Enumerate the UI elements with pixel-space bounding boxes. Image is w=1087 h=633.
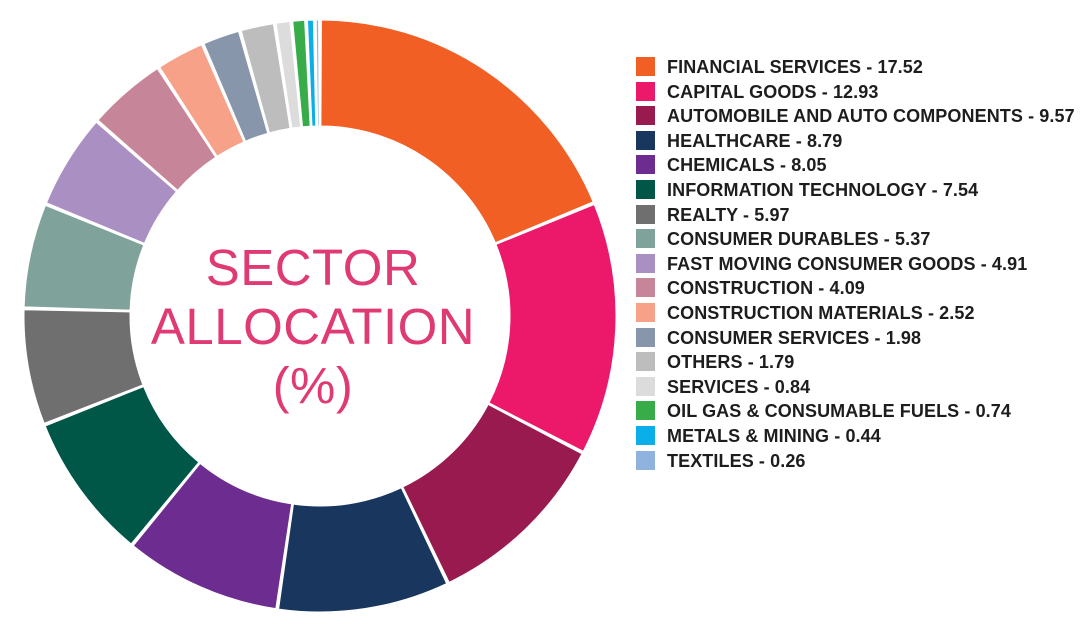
legend-item-14: SERVICES - 0.84 (636, 375, 1076, 400)
center-title: SECTOR ALLOCATION (%) (143, 238, 483, 415)
legend-item-5: CHEMICALS - 8.05 (636, 153, 1076, 178)
legend-item-17: TEXTILES - 0.26 (636, 449, 1076, 474)
legend-label-9: FAST MOVING CONSUMER GOODS - 4.91 (667, 253, 1028, 274)
legend-swatch-7 (636, 204, 655, 224)
legend-label-1: FINANCIAL SERVICES - 17.52 (667, 57, 924, 77)
donut-slice-16 (306, 19, 317, 127)
legend-label-8: CONSUMER DURABLES - 5.37 (667, 229, 931, 250)
legend-swatch-9 (636, 253, 655, 273)
legend-item-16: METALS & MINING - 0.44 (636, 424, 1076, 449)
legend-item-2: CAPITAL GOODS - 12.93 (636, 80, 1076, 105)
donut-slice-14 (275, 20, 302, 129)
legend-swatch-14 (636, 376, 655, 396)
legend-swatch-17 (636, 450, 655, 470)
legend-label-15: OIL GAS & CONSUMABLE FUELS - 0.74 (667, 401, 1012, 422)
legend-label-3: AUTOMOBILE AND AUTO COMPONENTS - 9.57 (667, 106, 1075, 127)
legend-swatch-6 (636, 179, 655, 199)
donut-slice-8 (23, 204, 145, 311)
center-title-line-3: (%) (272, 357, 354, 414)
legend-item-12: CONSUMER SERVICES - 1.98 (636, 326, 1076, 351)
legend-label-5: CHEMICALS - 8.05 (667, 155, 827, 176)
donut-slice-11 (159, 44, 245, 157)
legend-item-11: CONSTRUCTION MATERIALS - 2.52 (636, 301, 1076, 326)
legend-item-3: AUTOMOBILE AND AUTO COMPONENTS - 9.57 (636, 104, 1076, 129)
donut-slice-13 (240, 23, 291, 134)
donut-slice-15 (292, 19, 311, 128)
donut-slice-3 (402, 403, 583, 583)
legend-label-14: SERVICES - 0.84 (667, 376, 811, 397)
sector-donut-chart (23, 19, 617, 613)
legend-item-7: REALTY - 5.97 (636, 203, 1076, 228)
legend-swatch-5 (636, 155, 655, 175)
legend-label-10: CONSTRUCTION - 4.09 (667, 278, 865, 299)
legend-swatch-8 (636, 229, 655, 249)
legend-label-13: OTHERS - 1.79 (667, 352, 795, 373)
donut-slice-5 (132, 462, 293, 610)
legend-item-10: CONSTRUCTION - 4.09 (636, 276, 1076, 301)
donut-slice-9 (45, 121, 178, 244)
center-title-line-1: SECTOR (205, 239, 421, 296)
legend-item-1: FINANCIAL SERVICES - 17.52 (636, 55, 1076, 80)
donut-slice-10 (97, 68, 217, 191)
donut-slice-6 (44, 385, 200, 545)
donut-slice-7 (23, 309, 144, 424)
legend-label-16: METALS & MINING - 0.44 (667, 425, 881, 446)
donut-slice-2 (488, 203, 617, 452)
legend-swatch-4 (636, 130, 655, 150)
center-title-line-2: ALLOCATION (150, 298, 476, 355)
legend-item-9: FAST MOVING CONSUMER GOODS - 4.91 (636, 252, 1076, 277)
donut-slice-17 (315, 19, 320, 127)
legend-swatch-3 (636, 106, 655, 126)
legend-item-13: OTHERS - 1.79 (636, 350, 1076, 375)
legend-item-4: HEALTHCARE - 8.79 (636, 129, 1076, 154)
legend-swatch-13 (636, 352, 655, 372)
legend-swatch-16 (636, 425, 655, 445)
chart-legend: FINANCIAL SERVICES - 17.52 CAPITAL GOODS … (636, 55, 1076, 473)
legend-swatch-2 (636, 81, 655, 101)
donut-slice-1 (320, 19, 594, 244)
legend-label-17: TEXTILES - 0.26 (667, 450, 806, 471)
legend-item-6: INFORMATION TECHNOLOGY - 7.54 (636, 178, 1076, 203)
legend-swatch-12 (636, 327, 655, 347)
legend-label-2: CAPITAL GOODS - 12.93 (667, 81, 879, 102)
legend-label-7: REALTY - 5.97 (667, 204, 790, 225)
legend-swatch-1 (636, 57, 655, 76)
legend-swatch-10 (636, 278, 655, 298)
donut-slice-4 (278, 487, 448, 613)
legend-label-12: CONSUMER SERVICES - 1.98 (667, 327, 922, 348)
legend-label-4: HEALTHCARE - 8.79 (667, 130, 843, 151)
donut-slice-12 (203, 30, 269, 142)
legend-item-15: OIL GAS & CONSUMABLE FUELS - 0.74 (636, 399, 1076, 424)
legend-swatch-11 (636, 302, 655, 322)
legend-item-8: CONSUMER DURABLES - 5.37 (636, 227, 1076, 252)
legend-label-6: INFORMATION TECHNOLOGY - 7.54 (667, 179, 979, 200)
legend-label-11: CONSTRUCTION MATERIALS - 2.52 (667, 302, 975, 323)
legend-swatch-15 (636, 401, 655, 421)
